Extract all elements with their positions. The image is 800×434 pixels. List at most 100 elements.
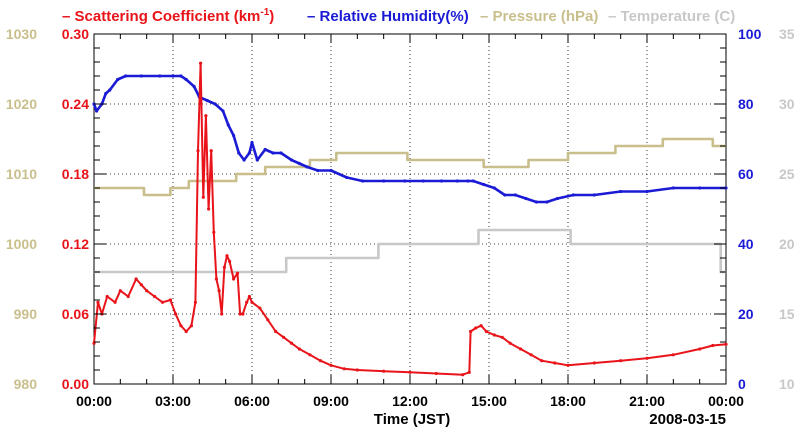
humidity-series-point [95,109,99,113]
humidity-tick-label: 100 [738,26,762,42]
x-tick-label: 03:00 [155,393,191,409]
scattering-series-point [671,353,675,357]
scattering-series-point [113,300,117,304]
scattering-series-point [245,300,249,304]
temperature-tick-label: 35 [779,26,795,42]
humidity-series-point [232,133,236,138]
pressure-tick-label: 990 [14,306,38,322]
scattering-series-point [168,298,172,302]
x-tick-label: 15:00 [471,393,507,409]
humidity-series-point [104,91,108,96]
scattering-series-point [724,342,728,346]
humidity-series-point [221,109,225,113]
temperature-tick-label: 20 [779,236,795,252]
scattering-series-point [153,294,157,299]
humidity-series-point [698,186,702,190]
scattering-series-point [592,361,596,365]
scattering-series-point [134,277,138,281]
scattering-series-point [222,265,226,269]
pressure-tick-label: 1010 [6,166,37,182]
scattering-series-point [199,61,203,65]
scattering-series-point [207,207,211,211]
scattering-series-point [274,329,278,334]
scattering-series-point [189,324,193,328]
scattering-series-point [258,306,262,310]
scattering-series-point [118,289,122,293]
humidity-series-point [524,196,528,201]
legend-pressure: – Pressure (hPa) [480,8,598,25]
scattering-series-point [474,326,478,330]
humidity-tick-label: 20 [738,306,754,322]
scattering-series-point [711,343,715,348]
x-axis-title: Time (JST) [374,411,450,428]
x-tick-label: 06:00 [234,393,270,409]
x-tick-label: 21:00 [629,393,665,409]
humidity-series-point [513,193,517,197]
scattering-series-point [193,300,197,304]
scattering-series-point [355,368,359,372]
scattering-series-point [540,359,544,363]
scattering-series-point [238,312,242,316]
humidity-series-point [139,74,143,78]
scattering-series-point [228,259,232,264]
tick-labels: 00:00 03:00 06:00 09:00 12:00 15:00 18:00 21:00… [6,26,795,409]
scattering-tick-label: 0.18 [62,166,89,182]
humidity-tick-label: 40 [738,236,754,252]
humidity-series-point [671,186,675,190]
pressure-tick-label: 1020 [6,96,37,112]
pressure-tick-label: 1000 [6,236,37,252]
humidity-series-point [271,151,275,155]
scattering-series-point [145,289,149,293]
scattering-series-point [174,312,178,316]
humidity-series-point [289,158,294,162]
scattering-tick-label: 0.30 [62,26,89,42]
scattering-series-point [225,254,229,258]
x-tick-label: 00:00 [76,393,112,409]
humidity-series-point [305,165,309,169]
scattering-series-point [126,294,130,299]
ticks [93,33,727,385]
scattering-series-point [105,294,109,299]
legend: – Scattering Coefficient (km-1) – Relati… [62,7,735,25]
scattering-series-point [308,353,312,357]
scattering-series-point [469,329,473,334]
temperature-tick-label: 10 [779,376,795,392]
scattering-series-point [500,335,504,339]
x-tick-label: 00:00 [708,393,744,409]
scattering-series-point [209,149,213,153]
legend-humidity: – Relative Humidity(%) [307,8,469,25]
scattering-series-point [139,283,143,287]
scattering-tick-label: 0.24 [62,96,89,112]
scattering-series-point [204,114,208,118]
scattering-series-point [201,195,205,199]
humidity-series-point [237,151,241,155]
scattering-series-point [529,353,533,357]
humidity-series-point [297,161,301,166]
humidity-series-point [316,168,320,173]
scattering-series-point [247,294,251,299]
scattering-tick-label: 0.06 [62,306,89,322]
humidity-series-point [279,151,283,155]
scattering-series-point [214,277,218,281]
humidity-series-point [503,193,507,197]
scattering-series-point [698,347,702,351]
scattering-tick-label: 0.00 [62,376,89,392]
scattering-series-point [220,312,224,316]
scattering-series-point [184,329,188,334]
humidity-series-point [108,88,112,92]
scattering-series-point [266,318,270,322]
humidity-series-point [255,158,259,162]
pressure-series [94,137,726,197]
scattering-series-point [484,329,488,334]
humidity-series-point [645,189,649,194]
scattering-series-point [235,271,240,275]
humidity-series-point [226,123,230,127]
scattering-series-point [461,373,465,377]
scattering-series-point [342,367,346,371]
scattering-series-point [492,333,496,337]
x-tick-label: 18:00 [550,393,586,409]
humidity-series-point [116,77,120,82]
scattering-series-point [508,341,512,345]
